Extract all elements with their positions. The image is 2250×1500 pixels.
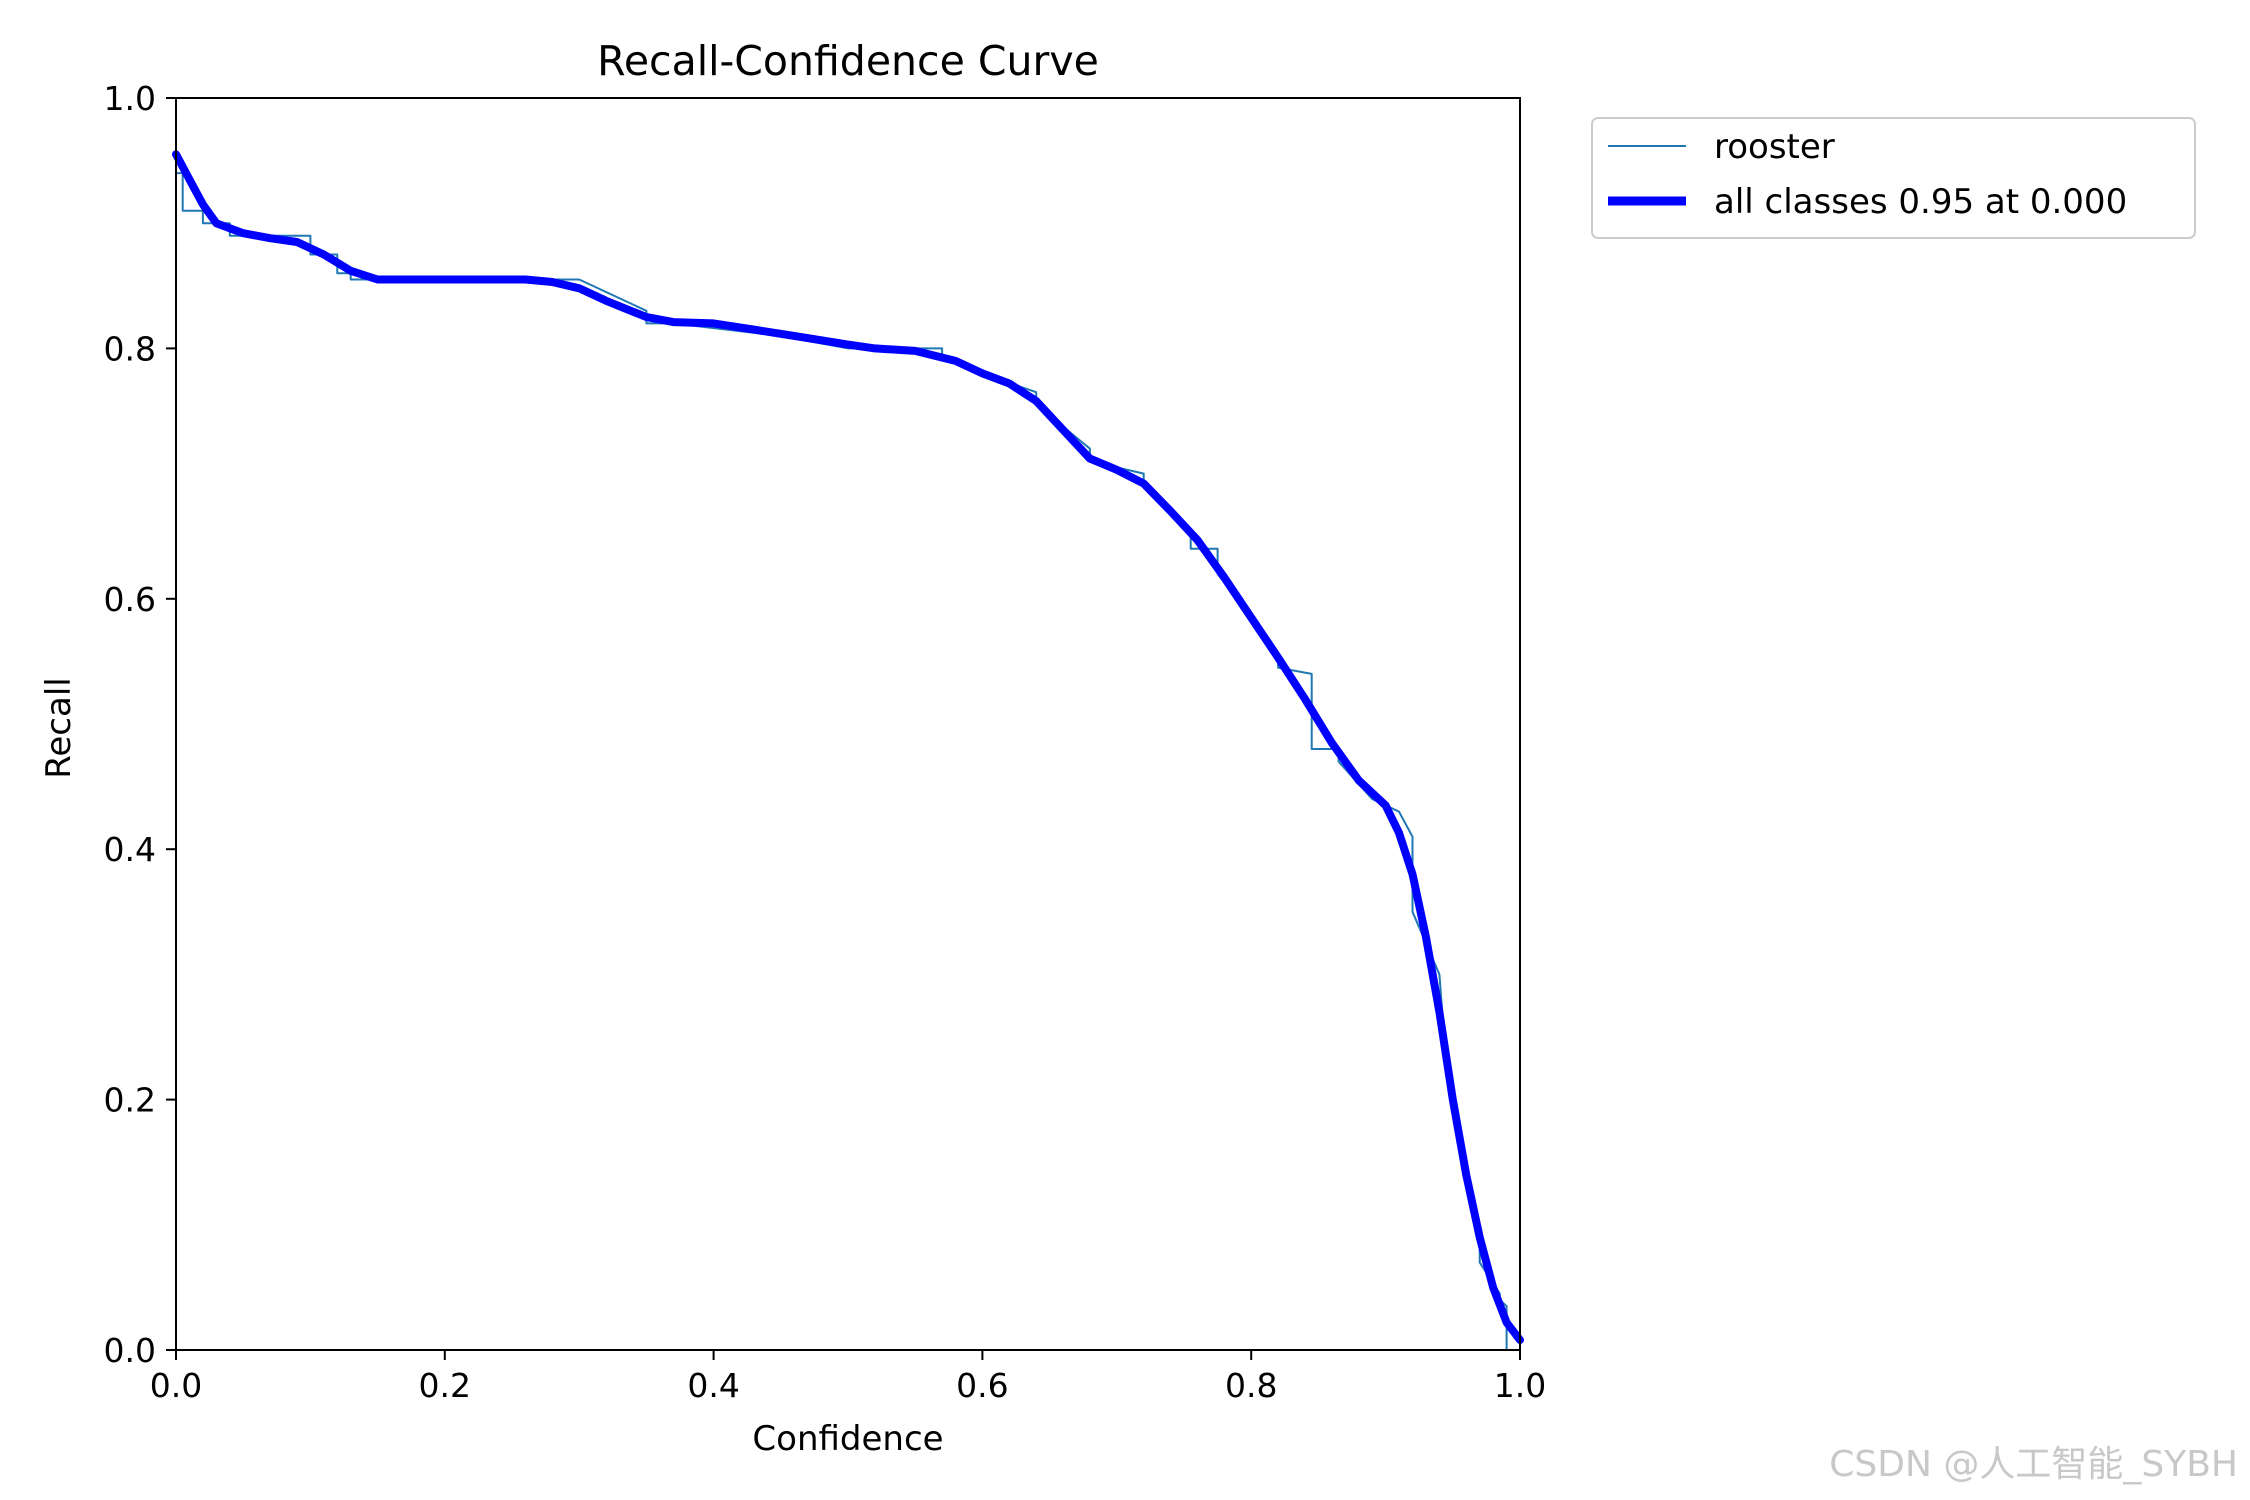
legend-label-rooster: rooster (1714, 127, 1835, 167)
x-tick-label: 0.8 (1225, 1366, 1277, 1405)
x-tick-label: 0.2 (419, 1366, 471, 1405)
y-tick-label: 0.4 (104, 830, 156, 869)
x-tick-label: 0.6 (956, 1366, 1008, 1405)
plot-frame (175, 97, 1521, 1351)
x-axis-label: Confidence (752, 1419, 943, 1459)
y-axis-label: Recall (39, 677, 79, 778)
x-tick-label: 1.0 (1494, 1366, 1546, 1405)
y-tick-label: 0.6 (104, 580, 156, 619)
series-layer (172, 109, 1524, 1351)
y-tick-label: 0.2 (104, 1081, 156, 1120)
y-tick-label: 0.0 (104, 1331, 156, 1370)
chart-title: Recall-Confidence Curve (597, 37, 1099, 85)
series-line-all-classes (172, 150, 1524, 1344)
ticks-layer: 0.0 0.2 0.4 0.6 0.8 1.0 0.0 0.2 0.4 0.6 0.8 1.0 (104, 79, 1547, 1405)
legend: rooster all classes 0.95 at 0.000 (1591, 117, 2196, 239)
y-tick-label: 0.8 (104, 329, 156, 368)
legend-label-all-classes: all classes 0.95 at 0.000 (1714, 182, 2127, 222)
x-tick-label: 0.4 (687, 1366, 739, 1405)
x-tick-label: 0.0 (150, 1366, 202, 1405)
watermark-text: CSDN @人工智能_SYBH (1829, 1444, 2238, 1485)
legend-box (1591, 117, 2196, 239)
y-tick-label: 1.0 (104, 79, 156, 118)
